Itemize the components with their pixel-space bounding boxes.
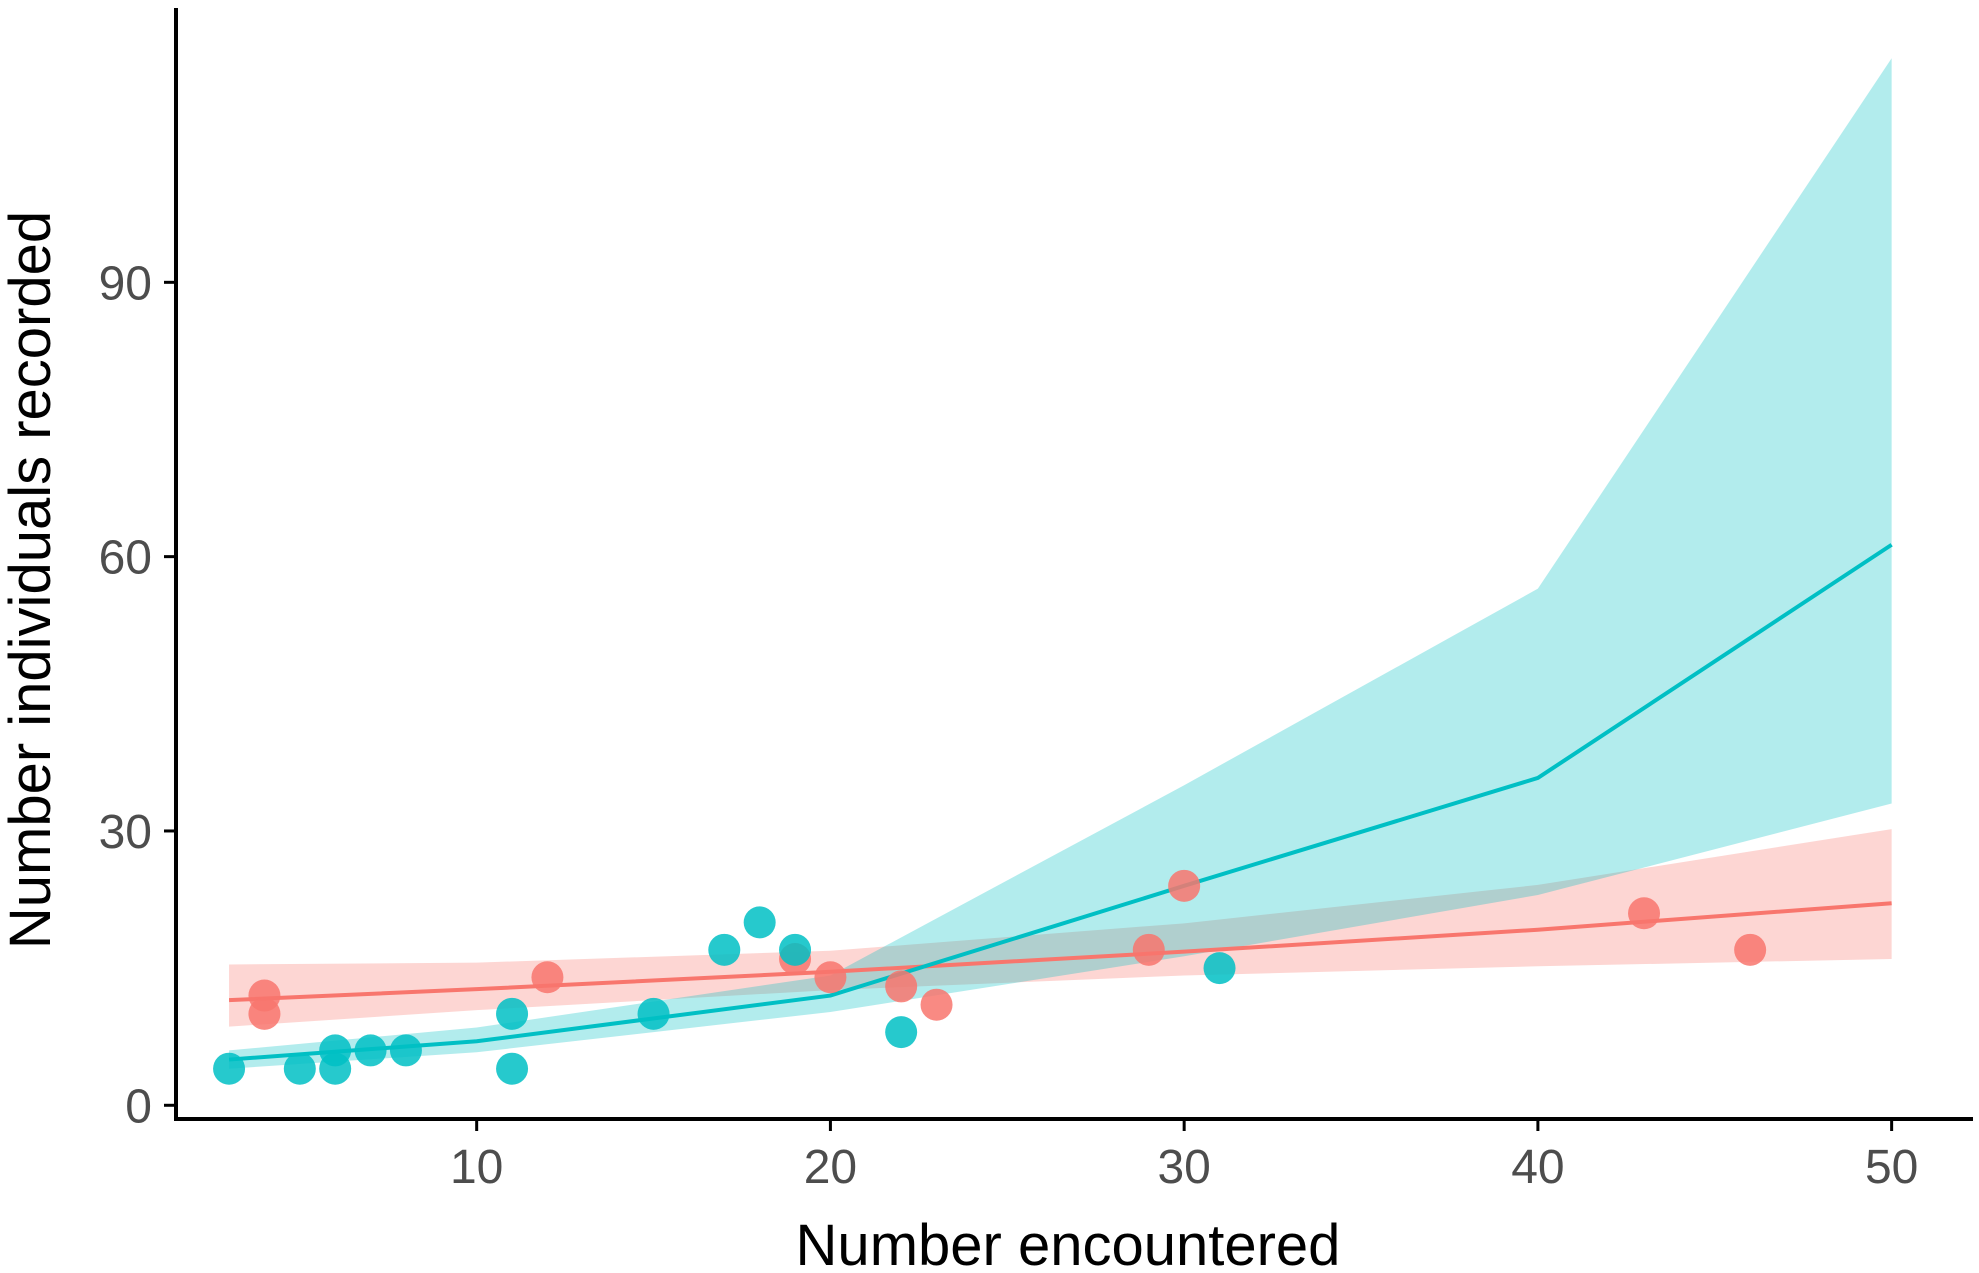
fit-line-0 <box>228 901 1892 1003</box>
data-point-1-9 <box>708 933 741 966</box>
y-axis-ticks: 0 30 60 90 <box>99 257 176 1133</box>
data-point-1-7 <box>496 1052 529 1085</box>
axes <box>174 8 1973 1121</box>
data-point-0-2 <box>531 961 564 994</box>
data-points <box>213 869 1767 1085</box>
x-axis-ticks: 10 20 30 40 50 <box>450 1119 1918 1194</box>
data-point-0-10 <box>1734 933 1767 966</box>
data-point-1-3 <box>319 1052 352 1085</box>
x-tick-label: 40 <box>1511 1141 1564 1194</box>
data-point-1-13 <box>1203 952 1236 985</box>
y-tick-label: 0 <box>125 1080 152 1133</box>
data-point-1-8 <box>637 997 670 1030</box>
data-point-0-5 <box>885 970 918 1003</box>
data-point-1-6 <box>496 997 529 1030</box>
y-tick-label: 60 <box>99 532 152 585</box>
data-point-0-6 <box>920 988 953 1021</box>
data-point-0-4 <box>814 961 847 994</box>
data-point-0-9 <box>1628 897 1661 930</box>
x-tick-label: 20 <box>804 1141 857 1194</box>
y-axis-title: Number individuals recorded <box>0 211 63 949</box>
data-point-1-11 <box>779 933 812 966</box>
data-point-1-10 <box>743 906 776 939</box>
y-tick-label: 30 <box>99 806 152 859</box>
x-tick-label: 50 <box>1865 1141 1918 1194</box>
confidence-bands <box>229 58 1892 1069</box>
data-point-0-8 <box>1168 869 1201 902</box>
confidence-band-0 <box>229 829 1892 1027</box>
y-tick-label: 90 <box>99 257 152 310</box>
x-tick-label: 30 <box>1157 1141 1210 1194</box>
data-point-0-1 <box>248 997 281 1030</box>
confidence-band-1 <box>229 58 1892 1069</box>
data-point-1-4 <box>354 1034 387 1067</box>
data-point-1-0 <box>213 1052 246 1085</box>
data-point-1-5 <box>389 1034 422 1067</box>
data-point-1-12 <box>885 1016 918 1049</box>
fit-line-1 <box>228 543 1893 1062</box>
data-point-0-7 <box>1132 933 1165 966</box>
fit-lines <box>228 543 1893 1062</box>
x-axis-title: Number encountered <box>796 1213 1341 1273</box>
data-point-1-1 <box>283 1052 316 1085</box>
x-tick-label: 10 <box>450 1141 503 1194</box>
